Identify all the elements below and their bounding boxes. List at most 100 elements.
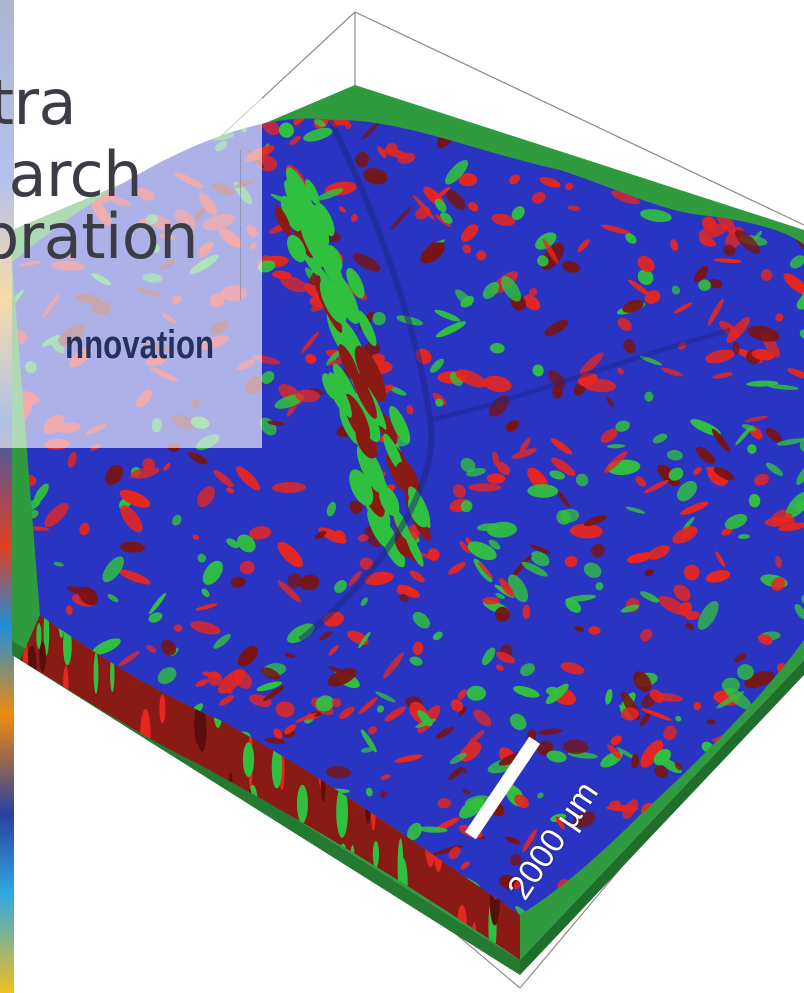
phase-grain [700, 873, 719, 897]
phase-grain [495, 593, 505, 599]
wall-streak [9, 878, 14, 935]
phase-grain [295, 389, 320, 403]
phase-grain [582, 378, 617, 393]
phase-grain [741, 118, 759, 143]
phase-grain [448, 562, 466, 575]
phase-grain [565, 598, 582, 613]
phase-grain [732, 342, 740, 355]
wall-streak [285, 889, 293, 924]
phase-grain [757, 634, 773, 645]
phase-grain [555, 816, 565, 830]
phase-grain [635, 476, 646, 487]
phase-grain [129, 742, 152, 749]
phase-grain [75, 955, 96, 970]
phase-grain [219, 695, 234, 706]
wall-streak [26, 772, 36, 816]
wall-streak [397, 838, 404, 895]
wall-streak [336, 786, 348, 838]
phase-grain [317, 188, 344, 201]
phase-grain [396, 587, 405, 595]
phase-grain [97, 871, 120, 887]
phase-grain [371, 353, 386, 364]
phase-grain [615, 420, 630, 432]
phase-grain [434, 309, 461, 322]
phase-grain [509, 713, 527, 731]
phase-grain [494, 606, 510, 622]
phase-grain [202, 560, 223, 585]
phase-grain [327, 668, 357, 687]
phase-grain [772, 942, 780, 950]
phase-grain [106, 833, 135, 845]
phase-grain [513, 879, 523, 890]
phase-grain [766, 761, 780, 775]
phase-grain [473, 558, 493, 583]
phase-grain [148, 612, 163, 623]
phase-grain [666, 944, 688, 958]
wall-streak [21, 740, 27, 774]
phase-grain [395, 461, 417, 490]
phase-grain [491, 213, 516, 226]
phase-grain [56, 752, 72, 768]
phase-grain [407, 822, 422, 841]
wall-streak [171, 854, 183, 888]
phase-grain [666, 449, 683, 461]
wall-streak [70, 734, 79, 782]
phase-grain [331, 698, 342, 708]
phase-grain [759, 118, 789, 128]
phase-grain [68, 830, 82, 839]
phase-grain [782, 512, 793, 524]
phase-grain [531, 191, 546, 204]
phase-grain [699, 236, 716, 247]
phase-grain [409, 570, 425, 583]
phase-grain [236, 466, 261, 491]
phase-grain [562, 260, 580, 273]
phase-grain [628, 279, 652, 297]
phase-grain [590, 543, 605, 558]
wall-streak [352, 939, 358, 960]
phase-grain [383, 433, 404, 472]
phase-grain [477, 523, 499, 532]
phase-grain [417, 826, 448, 833]
phase-grain [248, 526, 272, 540]
phase-grain [163, 462, 171, 471]
phase-grain [695, 896, 717, 914]
phase-grain [476, 250, 487, 261]
wall-streak [224, 847, 236, 873]
phase-grain [435, 321, 467, 338]
phase-grain [781, 870, 804, 882]
phase-grain [323, 914, 350, 924]
wall-streak [59, 756, 70, 799]
phase-grain [267, 420, 285, 426]
phase-grain [435, 398, 444, 407]
phase-grain [32, 810, 42, 820]
phase-grain [231, 927, 258, 954]
phase-grain [725, 687, 753, 710]
phase-grain [315, 695, 334, 712]
phase-grain [799, 436, 804, 452]
phase-grain [360, 123, 379, 141]
phase-grain [39, 896, 59, 914]
phase-grain [326, 501, 336, 517]
phase-grain [13, 799, 26, 812]
phase-grain [445, 189, 466, 210]
phase-grain [671, 285, 681, 295]
phase-grain [663, 725, 677, 741]
wall-streak [271, 746, 283, 789]
phase-grain [713, 258, 743, 264]
phase-grain [787, 368, 804, 380]
phase-grain [724, 827, 735, 837]
phase-grain [172, 514, 182, 526]
wall-streak [185, 884, 198, 929]
phase-grain [528, 287, 538, 297]
phase-grain [600, 224, 631, 235]
phase-grain [665, 838, 684, 864]
phase-grain [146, 645, 157, 653]
phase-grain [724, 513, 748, 530]
phase-grain [648, 103, 666, 118]
phase-grain [641, 708, 672, 721]
phase-grain [427, 921, 438, 933]
phase-grain [338, 206, 346, 213]
phase-grain [45, 862, 62, 872]
wall-streak [99, 866, 107, 924]
phase-grain [639, 864, 648, 877]
